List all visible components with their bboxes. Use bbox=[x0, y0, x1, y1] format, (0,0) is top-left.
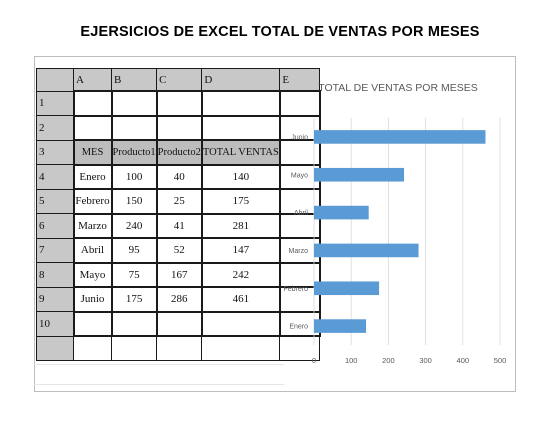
sheet-row: 1 bbox=[36, 90, 321, 117]
data-cell[interactable]: 281 bbox=[200, 212, 281, 239]
data-cell[interactable]: 242 bbox=[200, 261, 281, 288]
data-cell[interactable]: 461 bbox=[200, 286, 281, 313]
row-header[interactable]: 6 bbox=[36, 213, 74, 239]
row-header[interactable]: 1 bbox=[36, 90, 74, 116]
header-cell[interactable]: TOTAL VENTAS bbox=[200, 139, 281, 166]
data-cell[interactable]: 286 bbox=[155, 286, 203, 313]
cell[interactable] bbox=[72, 310, 113, 337]
category-label: Abril bbox=[294, 210, 308, 217]
cell[interactable] bbox=[156, 335, 203, 361]
sheet-row bbox=[36, 335, 321, 361]
data-cell[interactable]: 75 bbox=[110, 261, 158, 288]
bar-febrero bbox=[314, 281, 380, 296]
sheet-row: 5 Febrero 150 25 175 bbox=[36, 188, 321, 215]
chart-title: TOTAL DE VENTAS POR MESES bbox=[318, 82, 477, 94]
column-header-a[interactable]: A bbox=[73, 68, 112, 92]
spreadsheet-grid: A B C D E 1 2 3 MES Producto1 Producto2 TOTAL VENTA… bbox=[36, 68, 321, 361]
sheet-row: 8 Mayo 75 167 242 bbox=[36, 261, 321, 288]
select-all-corner[interactable] bbox=[36, 68, 74, 92]
row-header[interactable]: 9 bbox=[36, 286, 74, 312]
cell[interactable] bbox=[200, 90, 281, 117]
column-header-c[interactable]: C bbox=[156, 68, 203, 92]
cell[interactable] bbox=[279, 335, 321, 361]
data-cell[interactable]: 41 bbox=[155, 212, 203, 239]
data-cell[interactable]: Junio bbox=[72, 286, 113, 313]
data-cell[interactable]: Marzo bbox=[72, 212, 113, 239]
bar-marzo bbox=[314, 243, 419, 258]
grid-line bbox=[34, 384, 284, 385]
cell[interactable] bbox=[110, 90, 158, 117]
row-header[interactable]: 5 bbox=[36, 188, 74, 214]
column-header-b[interactable]: B bbox=[110, 68, 158, 92]
cell[interactable] bbox=[200, 310, 281, 337]
sheet-row: 4 Enero 100 40 140 bbox=[36, 163, 321, 190]
row-header[interactable]: 3 bbox=[36, 139, 74, 165]
cell[interactable] bbox=[73, 335, 112, 361]
sheet-row: 7 Abril 95 52 147 bbox=[36, 237, 321, 264]
row-header[interactable]: 7 bbox=[36, 237, 74, 263]
cell[interactable] bbox=[155, 114, 203, 141]
data-cell[interactable]: 140 bbox=[200, 163, 281, 190]
x-tick-label: 400 bbox=[457, 356, 470, 365]
cell[interactable] bbox=[110, 335, 158, 361]
data-cell[interactable]: Enero bbox=[72, 163, 113, 190]
sheet-row: 9 Junio 175 286 461 bbox=[36, 286, 321, 313]
sheet-row: 3 MES Producto1 Producto2 TOTAL VENTAS bbox=[36, 139, 321, 166]
bar-mayo bbox=[314, 167, 405, 182]
sheet-row: 2 bbox=[36, 114, 321, 141]
sheet-row: 6 Marzo 240 41 281 bbox=[36, 212, 321, 239]
header-cell[interactable]: Producto1 bbox=[110, 139, 158, 166]
x-tick-label: 0 bbox=[312, 356, 316, 365]
data-cell[interactable]: 147 bbox=[200, 237, 281, 264]
data-cell[interactable]: 167 bbox=[155, 261, 203, 288]
cell[interactable] bbox=[72, 90, 113, 117]
row-header[interactable]: 4 bbox=[36, 164, 74, 190]
bar-enero bbox=[314, 319, 367, 333]
category-label: Mayo bbox=[291, 172, 308, 179]
x-tick-label: 200 bbox=[382, 356, 395, 365]
row-header[interactable]: 10 bbox=[36, 311, 74, 337]
x-tick-label: 100 bbox=[345, 356, 358, 365]
x-tick-label: 500 bbox=[494, 356, 507, 365]
row-header[interactable] bbox=[36, 335, 74, 361]
data-cell[interactable]: 95 bbox=[110, 237, 158, 264]
page-title: EJERSICIOS DE EXCEL TOTAL DE VENTAS POR … bbox=[80, 24, 480, 40]
data-cell[interactable]: Mayo bbox=[72, 261, 113, 288]
category-label: Febrero bbox=[284, 286, 308, 293]
category-label: Junio bbox=[291, 134, 308, 141]
data-cell[interactable]: 240 bbox=[110, 212, 158, 239]
bar-junio bbox=[314, 130, 486, 144]
header-cell[interactable]: Producto2 bbox=[155, 139, 203, 166]
grid-line bbox=[34, 364, 284, 365]
cell[interactable] bbox=[110, 114, 158, 141]
data-cell[interactable]: 175 bbox=[110, 286, 158, 313]
row-header[interactable]: 8 bbox=[36, 262, 74, 288]
data-cell[interactable]: 25 bbox=[155, 188, 203, 215]
sales-bar-chart: TOTAL DE VENTAS POR MESES 0 100 200 300 400 50… bbox=[284, 82, 507, 365]
cell[interactable] bbox=[155, 90, 203, 117]
cell[interactable] bbox=[200, 114, 281, 141]
bar-abril bbox=[314, 205, 369, 220]
data-cell[interactable]: 175 bbox=[200, 188, 281, 215]
header-cell[interactable]: MES bbox=[72, 139, 113, 166]
x-tick-label: 300 bbox=[419, 356, 432, 365]
cell[interactable] bbox=[72, 114, 113, 141]
cell[interactable] bbox=[201, 335, 281, 361]
data-cell[interactable]: 150 bbox=[110, 188, 158, 215]
category-label: Enero bbox=[289, 324, 308, 331]
data-cell[interactable]: 100 bbox=[110, 163, 158, 190]
sheet-row: 10 bbox=[36, 310, 321, 337]
data-cell[interactable]: Febrero bbox=[72, 188, 113, 215]
cell[interactable] bbox=[155, 310, 203, 337]
row-header[interactable]: 2 bbox=[36, 115, 74, 141]
column-header-d[interactable]: D bbox=[201, 68, 281, 92]
data-cell[interactable]: Abril bbox=[72, 237, 113, 264]
data-cell[interactable]: 40 bbox=[155, 163, 203, 190]
column-header-e[interactable]: E bbox=[279, 68, 321, 92]
category-label: Marzo bbox=[289, 248, 309, 255]
data-cell[interactable]: 52 bbox=[155, 237, 203, 264]
cell[interactable] bbox=[110, 310, 158, 337]
